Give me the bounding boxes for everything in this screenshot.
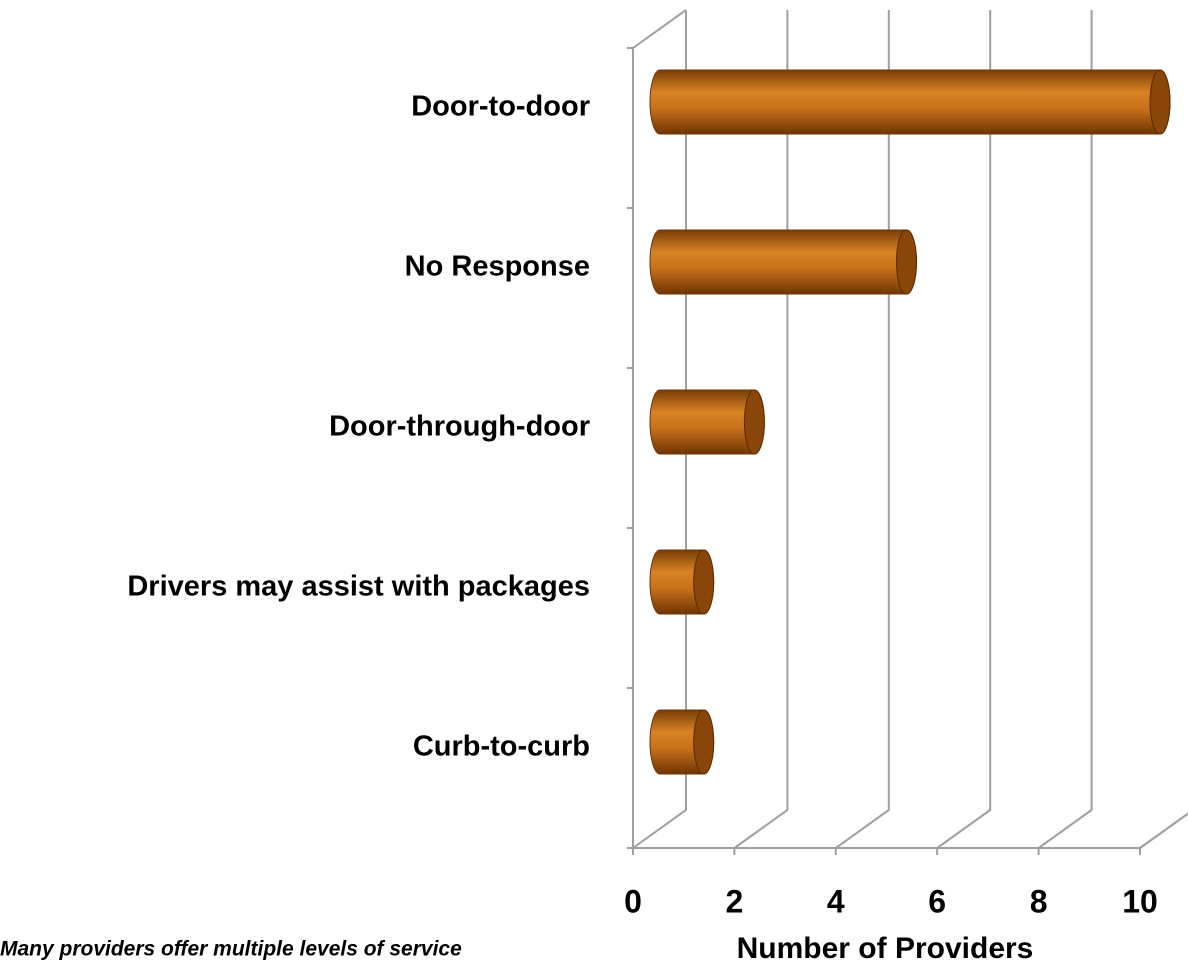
grid-line	[1139, 812, 1188, 849]
bar	[649, 229, 917, 295]
x-axis-title: Number of Providers	[737, 932, 1034, 965]
y-tick-label: Curb-to-curb	[413, 731, 590, 763]
x-tick-label: 8	[1030, 883, 1048, 919]
x-tick-label: 10	[1122, 883, 1158, 919]
bar-cap	[693, 709, 715, 775]
bar	[649, 69, 1171, 135]
annotation: Many providers offer multiple levels of …	[0, 938, 462, 961]
y-tick-label: Door-through-door	[329, 411, 590, 443]
bar-cap	[1149, 69, 1171, 135]
x-tick-label: 0	[624, 883, 642, 919]
bar-cap	[743, 389, 765, 455]
bar-cap	[693, 549, 715, 615]
x-tick-label: 4	[827, 883, 845, 919]
x-tick-label: 6	[928, 883, 946, 919]
grid-line	[1038, 10, 1093, 849]
y-tick-label: No Response	[405, 251, 590, 283]
y-tick-label: Door-to-door	[411, 91, 590, 123]
x-tick-label: 2	[726, 883, 744, 919]
bar-cap	[896, 229, 917, 295]
y-tick-label: Drivers may assist with packages	[127, 571, 590, 603]
grid-line	[936, 10, 992, 849]
grid-line	[835, 10, 890, 849]
